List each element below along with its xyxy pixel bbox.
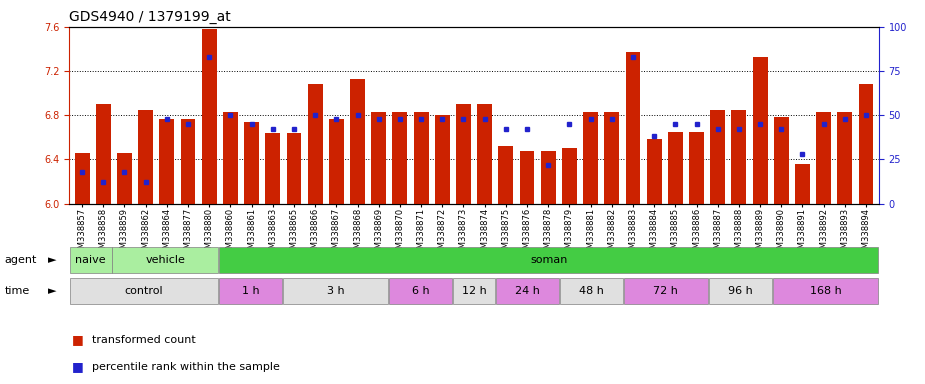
- Bar: [69, 278, 218, 304]
- Bar: [329, 119, 344, 204]
- Bar: [283, 278, 388, 304]
- Bar: [223, 112, 238, 204]
- Bar: [219, 247, 879, 273]
- Text: naive: naive: [75, 255, 106, 265]
- Text: control: control: [125, 286, 163, 296]
- Text: vehicle: vehicle: [145, 255, 185, 265]
- Bar: [710, 110, 725, 204]
- Text: 96 h: 96 h: [728, 286, 753, 296]
- Text: ►: ►: [48, 286, 56, 296]
- Bar: [772, 278, 879, 304]
- Text: soman: soman: [530, 255, 567, 265]
- Text: GDS4940 / 1379199_at: GDS4940 / 1379199_at: [69, 10, 231, 23]
- Bar: [647, 139, 661, 204]
- Bar: [389, 278, 452, 304]
- Text: 24 h: 24 h: [515, 286, 540, 296]
- Bar: [496, 278, 559, 304]
- Bar: [159, 119, 174, 204]
- Text: 168 h: 168 h: [809, 286, 842, 296]
- Text: percentile rank within the sample: percentile rank within the sample: [92, 362, 280, 372]
- Bar: [96, 104, 111, 204]
- Bar: [219, 278, 282, 304]
- Bar: [560, 278, 623, 304]
- Text: 48 h: 48 h: [579, 286, 604, 296]
- Text: 12 h: 12 h: [462, 286, 487, 296]
- Bar: [541, 151, 556, 204]
- Bar: [499, 146, 513, 204]
- Text: 1 h: 1 h: [241, 286, 259, 296]
- Bar: [562, 148, 577, 204]
- Bar: [604, 112, 619, 204]
- Text: ■: ■: [72, 360, 84, 373]
- Bar: [413, 112, 428, 204]
- Bar: [623, 278, 708, 304]
- Bar: [816, 112, 831, 204]
- Bar: [202, 29, 216, 204]
- Bar: [453, 278, 495, 304]
- Text: agent: agent: [5, 255, 37, 265]
- Bar: [796, 164, 810, 204]
- Bar: [732, 110, 746, 204]
- Bar: [477, 104, 492, 204]
- Bar: [625, 52, 640, 204]
- Bar: [456, 104, 471, 204]
- Bar: [138, 110, 153, 204]
- Bar: [392, 112, 407, 204]
- Bar: [837, 112, 852, 204]
- Bar: [753, 57, 768, 204]
- Bar: [244, 122, 259, 204]
- Bar: [69, 247, 112, 273]
- Bar: [180, 119, 195, 204]
- Text: 6 h: 6 h: [412, 286, 429, 296]
- Bar: [287, 133, 302, 204]
- Bar: [520, 151, 535, 204]
- Bar: [75, 153, 90, 204]
- Bar: [371, 112, 386, 204]
- Bar: [668, 132, 683, 204]
- Bar: [689, 132, 704, 204]
- Bar: [308, 84, 323, 204]
- Bar: [351, 79, 365, 204]
- Bar: [113, 247, 218, 273]
- Bar: [774, 118, 789, 204]
- Bar: [265, 133, 280, 204]
- Bar: [858, 84, 873, 204]
- Bar: [709, 278, 771, 304]
- Text: transformed count: transformed count: [92, 335, 196, 345]
- Text: 3 h: 3 h: [327, 286, 344, 296]
- Text: ►: ►: [48, 255, 56, 265]
- Bar: [435, 115, 450, 204]
- Bar: [583, 112, 598, 204]
- Text: ■: ■: [72, 333, 84, 346]
- Bar: [117, 153, 132, 204]
- Text: time: time: [5, 286, 30, 296]
- Text: 72 h: 72 h: [653, 286, 678, 296]
